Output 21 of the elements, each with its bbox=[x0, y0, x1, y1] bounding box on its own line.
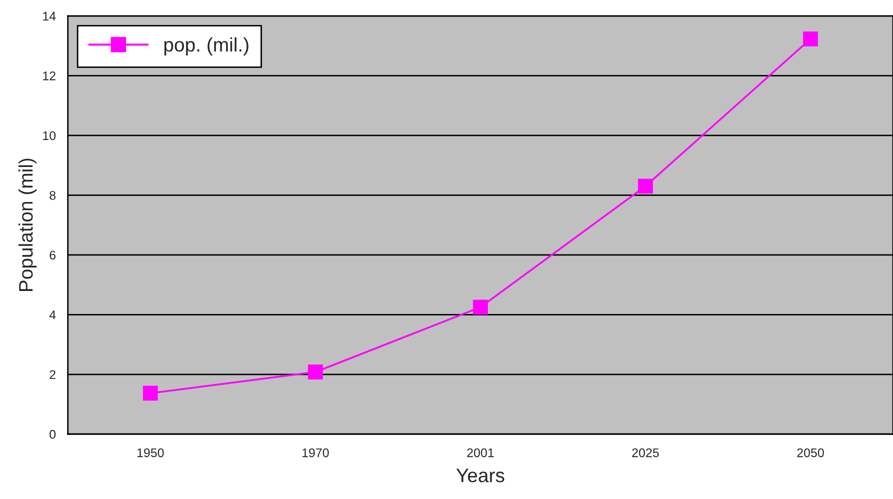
y-tick-label: 2 bbox=[50, 370, 56, 379]
x-tick-label: 2050 bbox=[797, 448, 824, 458]
x-tick-label: 2001 bbox=[467, 448, 494, 458]
y-tick-label: 12 bbox=[43, 72, 56, 80]
x-tick-label: 2025 bbox=[632, 448, 659, 458]
y-tick-label: 6 bbox=[50, 250, 56, 260]
y-tick-label: 4 bbox=[49, 310, 56, 320]
point bbox=[638, 178, 653, 194]
point bbox=[803, 32, 818, 46]
y-tick-label: 8 bbox=[50, 190, 56, 200]
point bbox=[142, 386, 158, 401]
legend-label: pop. (mil.) bbox=[164, 37, 248, 56]
x-tick-label: 1970 bbox=[302, 448, 329, 458]
y-tick-label: 0 bbox=[50, 430, 56, 439]
y-tick-label: 10 bbox=[43, 131, 56, 140]
x-tick-label: 1950 bbox=[137, 448, 164, 458]
y-tick-label: 14 bbox=[43, 12, 56, 20]
y-axis-title: Population (mil) bbox=[18, 158, 37, 291]
point bbox=[472, 300, 488, 315]
x-axis-title: Years bbox=[456, 468, 504, 482]
point bbox=[308, 364, 323, 380]
